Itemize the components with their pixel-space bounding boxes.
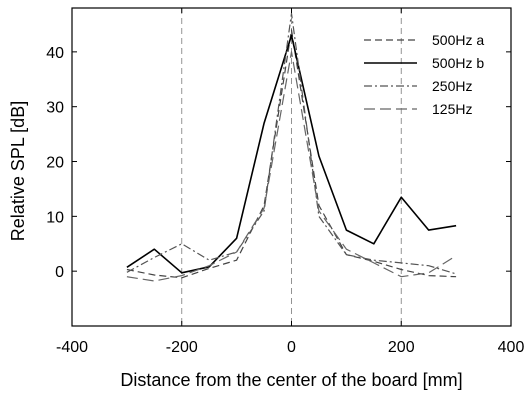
y-tick-label: 40: [46, 45, 64, 62]
legend-item: 500Hz a: [364, 32, 484, 48]
x-tick-label: -200: [166, 339, 198, 356]
legend-item: 250Hz: [364, 78, 472, 94]
legend-label: 125Hz: [432, 101, 472, 117]
x-tick-label: 200: [388, 339, 415, 356]
legend-label: 250Hz: [432, 78, 472, 94]
x-axis-title: Distance from the center of the board [m…: [120, 370, 462, 390]
legend-item: 125Hz: [364, 101, 472, 117]
y-tick-label: 20: [46, 155, 64, 172]
series-line-250hz: [126, 12, 457, 275]
x-tick-label: 0: [287, 339, 296, 356]
series-line-125hz: [126, 51, 457, 282]
y-axis-tick-labels: 0 10 20 30 40: [46, 45, 64, 281]
series-lines: [126, 12, 457, 282]
legend: 500Hz a 500Hz b 250Hz 125Hz: [364, 32, 484, 117]
series-line-500hz-a: [126, 29, 457, 279]
axis-ticks: [71, 8, 512, 326]
legend-label: 500Hz b: [432, 55, 484, 71]
y-tick-label: 30: [46, 100, 64, 117]
y-axis-title: Relative SPL [dB]: [8, 101, 28, 241]
y-tick-label: 0: [55, 264, 64, 281]
series-line-500hz-b: [126, 34, 457, 274]
y-tick-label: 10: [46, 209, 64, 226]
vertical-reference-lines: [181, 8, 402, 326]
x-tick-label: -400: [56, 339, 88, 356]
legend-item: 500Hz b: [364, 55, 484, 71]
legend-label: 500Hz a: [432, 32, 484, 48]
x-tick-label: 400: [498, 339, 525, 356]
x-axis-tick-labels: -400 -200 0 200 400: [56, 339, 524, 356]
